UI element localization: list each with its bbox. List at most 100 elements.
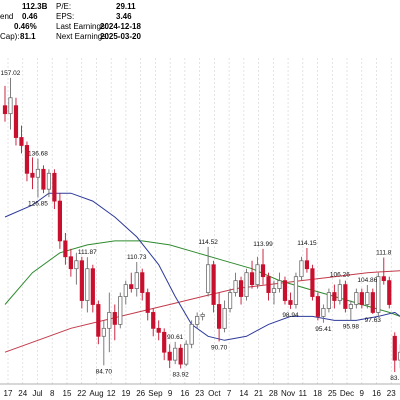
- candle-body: [123, 284, 128, 297]
- grid-lines: [0, 58, 400, 385]
- price-label: 83.: [390, 375, 399, 382]
- candle-body: [288, 300, 293, 305]
- candle: [370, 288, 375, 315]
- candle-body: [310, 268, 315, 297]
- candle: [178, 344, 183, 369]
- price-label: 84.70: [96, 368, 113, 375]
- x-tick-label: 14: [239, 389, 248, 398]
- candle: [233, 272, 238, 297]
- candle: [277, 272, 282, 293]
- candle-body: [370, 292, 375, 313]
- candle-body: [2, 105, 8, 115]
- candle: [387, 276, 392, 309]
- candle-body: [337, 284, 342, 301]
- price-label: 95.41: [315, 326, 332, 333]
- candle-body: [315, 296, 321, 317]
- x-tick-label: 23: [195, 389, 204, 398]
- ma-blue-line: [4, 192, 400, 341]
- candle: [68, 248, 73, 277]
- candle-body: [238, 280, 244, 297]
- header-right-label-1: EPS:: [56, 12, 75, 21]
- candle-body: [52, 172, 57, 202]
- candle-body: [348, 304, 353, 309]
- x-tick-label: 19: [121, 389, 130, 398]
- candle: [79, 256, 84, 309]
- candle: [101, 320, 106, 366]
- candle-body: [249, 272, 255, 286]
- header-left-value-3: 81.1: [20, 32, 36, 41]
- candle: [332, 284, 337, 309]
- candle-body: [332, 292, 337, 301]
- candle: [52, 169, 57, 210]
- candle-body: [101, 327, 106, 337]
- candle: [304, 248, 310, 273]
- candle-body: [35, 168, 41, 178]
- x-tick-label: 21: [254, 389, 263, 398]
- candle: [189, 320, 194, 349]
- candle: [123, 280, 128, 305]
- candle: [57, 193, 62, 249]
- price-label: 114.15: [297, 240, 317, 247]
- candle: [376, 272, 381, 317]
- candle-body: [381, 276, 386, 282]
- candle-body: [13, 105, 19, 138]
- price-label: 113.99: [253, 241, 273, 248]
- candle: [112, 304, 117, 341]
- candle: [381, 257, 386, 285]
- candle: [392, 332, 397, 373]
- price-label: 95.98: [343, 323, 360, 330]
- candle-body: [271, 288, 277, 293]
- price-label: 157.02: [1, 70, 21, 77]
- candle: [90, 264, 95, 313]
- candle: [255, 256, 260, 289]
- candle-body: [260, 264, 266, 278]
- candle-body: [167, 351, 172, 361]
- ma-green-line: [4, 240, 400, 317]
- candle: [173, 341, 178, 365]
- candle-body: [107, 312, 112, 329]
- candle: [365, 285, 370, 309]
- x-tick-label: Jul: [32, 389, 42, 398]
- x-tick-label: 7: [227, 389, 232, 398]
- x-tick-label: Dec: [340, 389, 354, 398]
- candle-body: [74, 260, 79, 270]
- candle: [216, 292, 222, 342]
- candle: [266, 272, 271, 301]
- candle-body: [216, 304, 222, 329]
- candle: [30, 157, 35, 190]
- candle-body: [129, 284, 134, 289]
- header-right-value-1: 3.46: [116, 12, 132, 21]
- x-tick-label: 9: [360, 389, 365, 398]
- candle-body: [90, 268, 95, 305]
- header-left-value-1: 0.46: [22, 12, 38, 21]
- candle: [156, 320, 161, 341]
- header-right-label-2: Last Earnings:: [56, 22, 108, 31]
- candle-body: [173, 347, 178, 361]
- candle-body: [140, 272, 145, 293]
- candle: [244, 268, 249, 301]
- header-panel: 112.3B end 0.46 0.46% Cap): 81.1 P/E: 29…: [0, 0, 400, 60]
- header-left-value-2: 0.46%: [14, 22, 37, 31]
- header-right-value-2: 2024-12-18: [100, 22, 141, 31]
- candle-body: [359, 292, 364, 305]
- header-right-label-3: Next Earnings:: [56, 32, 109, 41]
- candle: [348, 300, 353, 321]
- x-axis-ticks: 17 24 Jul 8 15 22 Aug 12 19 26 Sep 9 16 23 Oct 7 14 21 28 N…: [4, 389, 397, 398]
- candle-body: [376, 276, 381, 313]
- candle: [63, 232, 68, 265]
- candle-body: [85, 268, 90, 301]
- x-tick-label: 28: [269, 389, 278, 398]
- price-label: 114.52: [198, 239, 218, 246]
- candle: [85, 257, 90, 313]
- candle-body: [255, 264, 260, 286]
- x-tick-label: 11: [299, 389, 308, 398]
- price-label: 111.8: [376, 250, 392, 257]
- candle-body: [145, 292, 150, 313]
- candle-body: [299, 260, 304, 278]
- candle-body: [46, 172, 52, 190]
- candle-body: [151, 312, 156, 329]
- candle: [35, 158, 41, 198]
- candle: [271, 280, 277, 305]
- header-right-label-0: P/E:: [56, 2, 72, 11]
